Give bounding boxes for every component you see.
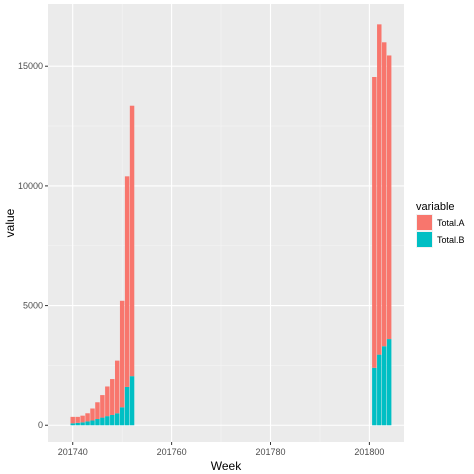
x-tick-label: 201800 — [354, 447, 384, 457]
bar-total-b — [80, 422, 85, 426]
bar-total-a — [95, 402, 100, 420]
bar-total-b — [129, 376, 135, 426]
bar-total-a — [386, 55, 392, 340]
x-axis-title: Week — [211, 459, 242, 473]
x-tick-label: 201780 — [255, 447, 285, 457]
bar-total-a — [70, 416, 75, 424]
bar-total-b — [85, 421, 90, 426]
legend: variable Total.A Total.B — [416, 201, 465, 248]
bar-total-b — [75, 422, 80, 426]
bar-total-a — [85, 413, 90, 422]
bar-total-a — [124, 176, 130, 387]
bar-total-a — [129, 105, 135, 377]
bar-total-a — [105, 386, 110, 417]
bar-total-a — [114, 360, 120, 414]
x-tick-label: 201760 — [157, 447, 187, 457]
bar-total-b — [119, 407, 125, 426]
y-axis-title: value — [3, 208, 17, 237]
bar-total-b — [105, 416, 110, 426]
bar-total-a — [90, 408, 95, 421]
bar-total-a — [377, 24, 382, 355]
bar-total-b — [386, 339, 392, 426]
bars — [70, 24, 392, 426]
y-tick-label: 5000 — [23, 301, 43, 311]
bar-total-a — [119, 300, 125, 408]
y-tick-label: 10000 — [18, 181, 43, 191]
bar-total-b — [110, 414, 115, 426]
legend-label-total-b: Total.B — [437, 235, 465, 245]
bar-total-b — [124, 386, 130, 426]
y-tick-label: 15000 — [18, 61, 43, 71]
legend-title: variable — [416, 201, 455, 213]
y-tick-label: 0 — [38, 420, 43, 430]
bar-total-b — [381, 346, 387, 426]
bar-total-b — [90, 420, 95, 426]
bar-total-b — [114, 413, 120, 426]
bar-total-b — [70, 423, 75, 426]
bar-total-a — [100, 395, 105, 418]
bar-total-b — [95, 419, 100, 426]
bar-total-b — [377, 354, 382, 426]
plot-panel — [48, 4, 404, 442]
bar-total-a — [80, 415, 85, 423]
legend-swatch-total-b — [417, 232, 432, 247]
legend-label-total-a: Total.A — [437, 218, 465, 228]
grid-major — [48, 4, 404, 442]
bar-total-a — [75, 416, 80, 423]
grid-minor — [48, 4, 404, 442]
x-axis: 201740 201760 201780 201800 — [58, 442, 384, 457]
bar-total-a — [381, 42, 387, 347]
legend-swatch-total-a — [417, 215, 432, 230]
y-axis: 0 5000 10000 15000 — [18, 61, 48, 430]
bar-total-a — [372, 77, 377, 368]
bar-total-b — [100, 417, 105, 426]
x-tick-label: 201740 — [58, 447, 88, 457]
bar-total-a — [110, 379, 115, 415]
bar-total-b — [372, 367, 377, 426]
